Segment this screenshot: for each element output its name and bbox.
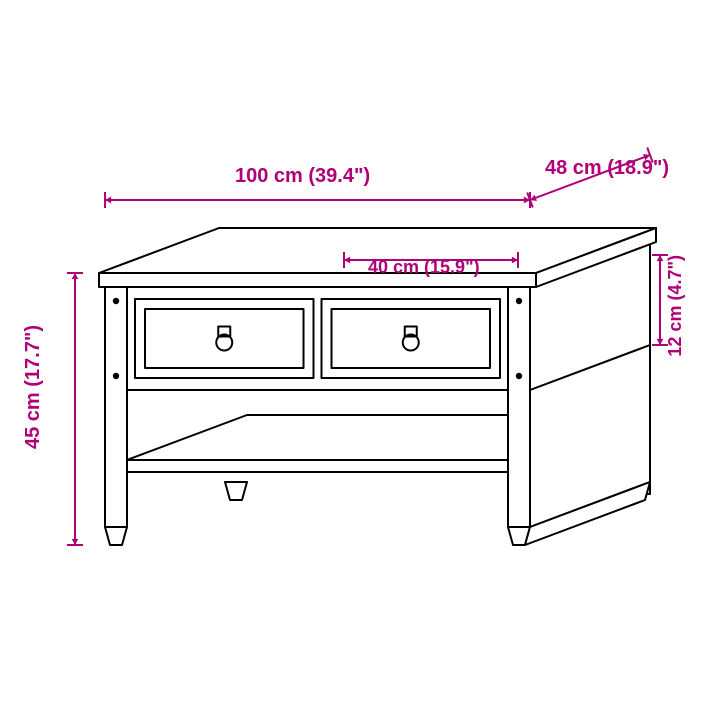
dim-label-depth: 48 cm (18.9") [545,157,669,180]
dim-label-drawer-width: 40 cm (15.9") [368,257,480,278]
furniture-drawing [0,0,705,705]
dim-label-height: 45 cm (17.7") [22,325,45,449]
dim-label-drawer-height: 12 cm (4.7") [665,255,686,357]
dim-label-width: 100 cm (39.4") [235,165,370,188]
diagram-canvas: 100 cm (39.4") 48 cm (18.9") 45 cm (17.7… [0,0,705,705]
